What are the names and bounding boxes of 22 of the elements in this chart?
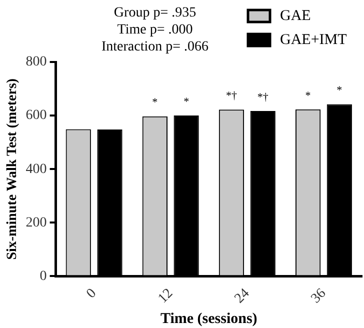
y-tick-label: 400	[26, 162, 47, 177]
x-tick-label: 36	[308, 286, 330, 306]
y-tick-label: 600	[26, 108, 47, 124]
annotation: *†	[226, 90, 238, 102]
x-tick-label: 12	[156, 286, 176, 306]
y-tick-label: 800	[26, 54, 47, 70]
y-tick-label: 0	[40, 268, 47, 284]
legend-label: GAE	[280, 8, 311, 24]
annotation: *	[305, 90, 311, 102]
text: Group p= .935	[114, 6, 196, 21]
annotation: *	[152, 96, 158, 109]
annotation: *	[184, 96, 190, 108]
y-axis-title: Six-minute Walk Test (meters)	[5, 78, 20, 260]
x-axis-title: Time (sessions)	[160, 310, 258, 327]
annotation: *†	[257, 91, 269, 104]
y-tick-label: 200	[26, 215, 47, 230]
text: Time p= .000	[117, 22, 193, 38]
text: Interaction p= .066	[101, 40, 209, 55]
x-tick-label: 24	[232, 286, 253, 306]
legend-label: GAE+IMT	[280, 32, 347, 48]
annotation: *	[336, 84, 342, 97]
x-tick-label: 0	[84, 286, 100, 302]
